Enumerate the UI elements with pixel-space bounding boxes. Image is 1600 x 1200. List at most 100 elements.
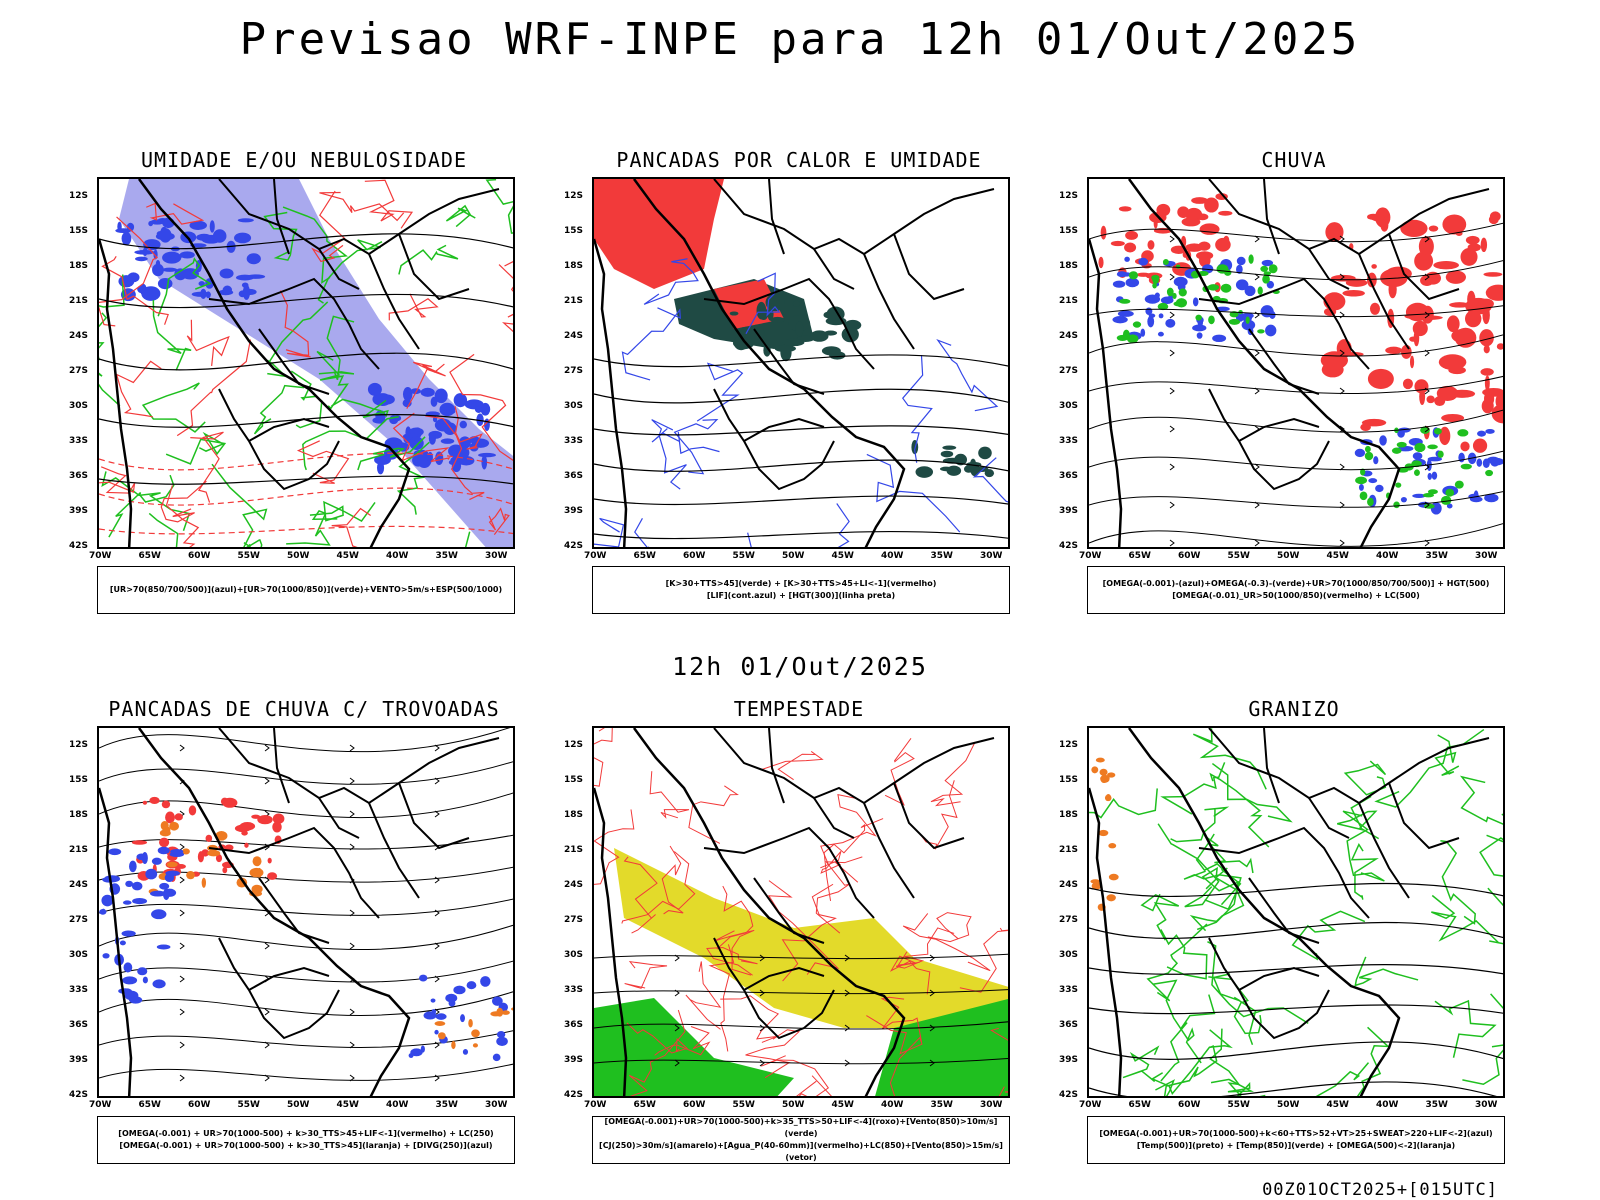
longitude-label: 70W	[584, 551, 607, 561]
longitude-label: 40W	[1376, 1100, 1399, 1110]
latitude-label: 21S	[564, 296, 584, 306]
longitude-label: 35W	[930, 1100, 953, 1110]
latitude-label: 15S	[69, 775, 89, 785]
latitude-label: 39S	[564, 1055, 584, 1065]
legend-box: [UR>70(850/700/500)](azul)+[UR>70(1000/8…	[97, 566, 515, 614]
map-image	[592, 726, 1010, 1098]
longitude-label: 55W	[1227, 551, 1250, 561]
latitude-label: 30S	[69, 401, 89, 411]
longitude-label: 45W	[336, 551, 359, 561]
latitude-label: 12S	[1059, 191, 1079, 201]
longitude-label: 40W	[1376, 551, 1399, 561]
longitude-label: 45W	[1326, 551, 1349, 561]
longitude-label: 35W	[435, 551, 458, 561]
latitude-label: 21S	[1059, 845, 1079, 855]
map-field	[99, 728, 513, 1096]
latitude-label: 12S	[69, 191, 89, 201]
longitude-label: 50W	[287, 551, 310, 561]
longitude-label: 65W	[138, 551, 161, 561]
longitude-label: 55W	[1227, 1100, 1250, 1110]
map-field	[594, 728, 1008, 1096]
latitude-label: 42S	[564, 1090, 584, 1100]
longitude-label: 55W	[732, 551, 755, 561]
legend-line: [CJ(250)>30m/s](amarelo)+[Agua_P(40-60mm…	[599, 1141, 1003, 1162]
latitude-label: 39S	[564, 506, 584, 516]
latitude-label: 18S	[564, 810, 584, 820]
longitude-label: 65W	[633, 1100, 656, 1110]
latitude-label: 36S	[69, 471, 89, 481]
longitude-label: 35W	[930, 551, 953, 561]
latitude-label: 42S	[1059, 541, 1079, 551]
panel-title: UMIDADE E/OU NEBULOSIDADE	[140, 148, 468, 172]
longitude-label: 40W	[386, 551, 409, 561]
latitude-label: 15S	[1059, 775, 1079, 785]
map-image	[1087, 177, 1505, 549]
longitude-label: 65W	[1128, 1100, 1151, 1110]
longitude-label: 60W	[683, 1100, 706, 1110]
legend-box: [OMEGA(-0.001)+UR>70(1000-500)+k<60+TTS>…	[1087, 1116, 1505, 1164]
latitude-label: 33S	[69, 985, 89, 995]
longitude-label: 50W	[1277, 551, 1300, 561]
legend-line: [OMEGA(-0.001) + UR>70(1000-500) + k>30_…	[118, 1129, 494, 1138]
legend-box: [OMEGA(-0.001)+UR>70(1000-500)+k>35_TTS>…	[592, 1116, 1010, 1164]
latitude-label: 21S	[69, 296, 89, 306]
latitude-label: 36S	[564, 471, 584, 481]
latitude-label: 18S	[69, 261, 89, 271]
latitude-label: 12S	[1059, 740, 1079, 750]
longitude-label: 45W	[1326, 1100, 1349, 1110]
latitude-label: 12S	[69, 740, 89, 750]
panel-title: TEMPESTADE	[733, 697, 865, 721]
panel-title: PANCADAS POR CALOR E UMIDADE	[616, 148, 982, 172]
map-field	[594, 179, 1008, 547]
map-image	[97, 177, 515, 549]
longitude-label: 70W	[89, 551, 112, 561]
latitude-label: 39S	[69, 506, 89, 516]
latitude-label: 12S	[564, 191, 584, 201]
latitude-label: 18S	[564, 261, 584, 271]
latitude-label: 18S	[1059, 810, 1079, 820]
longitude-label: 65W	[1128, 551, 1151, 561]
longitude-label: 45W	[336, 1100, 359, 1110]
latitude-label: 33S	[69, 436, 89, 446]
latitude-label: 12S	[564, 740, 584, 750]
latitude-label: 30S	[69, 950, 89, 960]
longitude-label: 70W	[584, 1100, 607, 1110]
map-field	[99, 179, 513, 547]
legend-line: [OMEGA(-0.001)-(azul)+OMEGA(-0.3)-(verde…	[1102, 579, 1490, 588]
longitude-label: 65W	[633, 551, 656, 561]
latitude-label: 39S	[69, 1055, 89, 1065]
legend-line: [OMEGA(-0.01)_UR>50(1000/850)(vermelho) …	[1172, 591, 1420, 600]
latitude-label: 42S	[564, 541, 584, 551]
panel-title: GRANIZO	[1248, 697, 1340, 721]
latitude-label: 33S	[1059, 985, 1079, 995]
longitude-label: 60W	[1178, 551, 1201, 561]
panel-title: PANCADAS DE CHUVA C/ TROVOADAS	[108, 697, 500, 721]
latitude-label: 24S	[69, 331, 89, 341]
latitude-label: 36S	[1059, 1020, 1079, 1030]
longitude-label: 60W	[188, 551, 211, 561]
latitude-label: 15S	[564, 226, 584, 236]
latitude-label: 33S	[564, 436, 584, 446]
latitude-label: 15S	[69, 226, 89, 236]
panel-title: CHUVA	[1261, 148, 1327, 172]
latitude-label: 30S	[564, 401, 584, 411]
legend-line: [LIF](cont.azul) + [HGT(300)](linha pret…	[706, 591, 896, 600]
longitude-label: 50W	[287, 1100, 310, 1110]
longitude-label: 55W	[732, 1100, 755, 1110]
longitude-label: 30W	[485, 1100, 508, 1110]
longitude-label: 55W	[237, 551, 260, 561]
longitude-label: 35W	[1425, 551, 1448, 561]
latitude-label: 36S	[564, 1020, 584, 1030]
main-title: Previsao WRF-INPE para 12h 01/Out/2025	[239, 14, 1361, 65]
latitude-label: 27S	[564, 915, 584, 925]
longitude-label: 35W	[1425, 1100, 1448, 1110]
legend-box: [K>30+TTS>45](verde) + [K>30+TTS>45+LI<-…	[592, 566, 1010, 614]
longitude-label: 30W	[485, 551, 508, 561]
longitude-label: 30W	[980, 551, 1003, 561]
legend-box: [OMEGA(-0.001) + UR>70(1000-500) + k>30_…	[97, 1116, 515, 1164]
latitude-label: 36S	[69, 1020, 89, 1030]
latitude-label: 33S	[564, 985, 584, 995]
latitude-label: 27S	[1059, 915, 1079, 925]
latitude-label: 18S	[69, 810, 89, 820]
longitude-label: 30W	[1475, 1100, 1498, 1110]
